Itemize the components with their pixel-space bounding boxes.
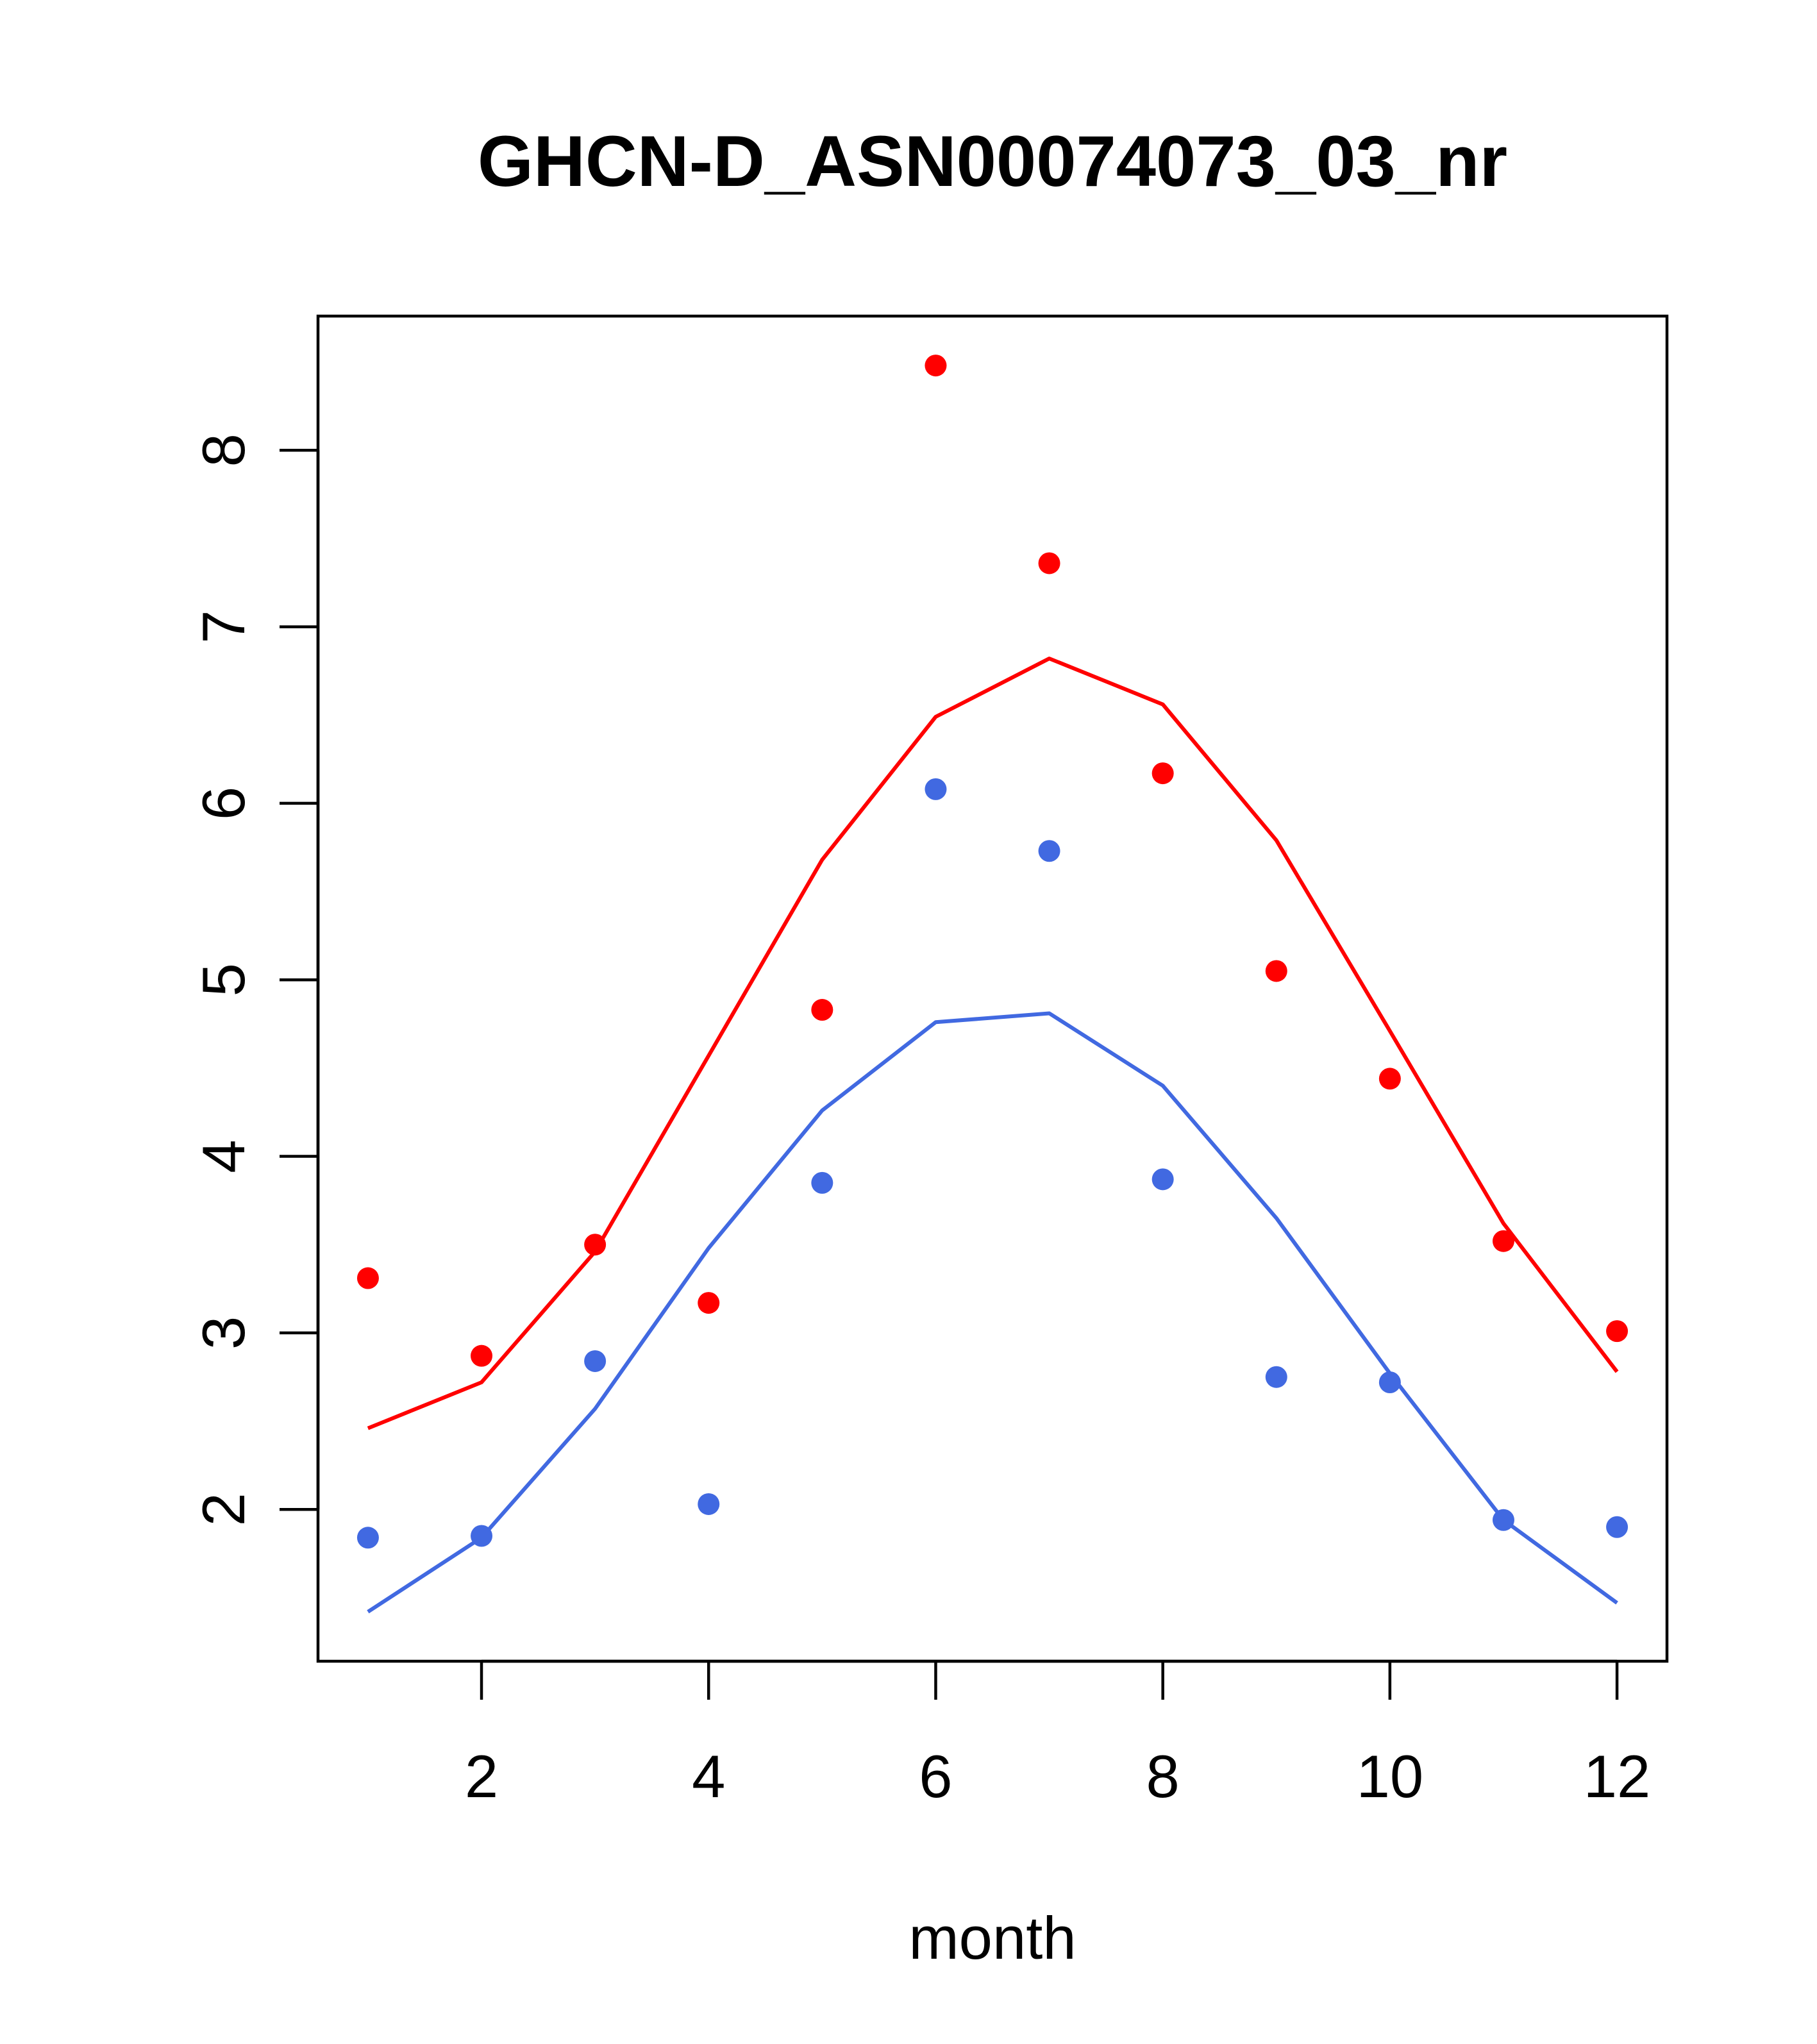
series-1-point: [1265, 960, 1287, 982]
series-1-point: [698, 1292, 720, 1314]
series-1-point: [1606, 1320, 1629, 1343]
y-tick-label: 8: [190, 433, 257, 467]
series-1-point: [1151, 762, 1174, 785]
series-1-point: [811, 999, 833, 1021]
y-tick-label: 5: [190, 963, 257, 996]
y-tick-label: 7: [190, 610, 257, 643]
series-2-point: [1151, 1168, 1174, 1191]
series-1-point: [584, 1234, 607, 1256]
series-2-point: [1378, 1371, 1401, 1393]
x-tick-label: 4: [692, 1743, 725, 1810]
series-1-point: [1038, 552, 1060, 574]
x-tick-label: 8: [1146, 1743, 1180, 1810]
series-2-point: [698, 1493, 720, 1515]
series-2-line: [367, 1011, 1618, 1614]
series-2-point: [1038, 840, 1060, 862]
series-2-point: [925, 778, 947, 800]
y-tick-label: 6: [190, 787, 257, 820]
x-tick-label: 10: [1357, 1743, 1424, 1810]
series-2-point: [1492, 1509, 1514, 1531]
series-1-line: [367, 657, 1619, 1430]
x-tick-label: 12: [1584, 1743, 1651, 1810]
series-2-point: [584, 1350, 607, 1372]
series-2-point: [1265, 1366, 1287, 1388]
plot-frame: [316, 314, 1669, 1663]
x-tick-label: 6: [919, 1743, 952, 1810]
series-1-point: [925, 355, 947, 377]
series-2-point: [356, 1527, 379, 1549]
y-tick-label: 3: [190, 1316, 257, 1350]
series-layer: [356, 355, 1629, 1614]
series-1-point: [1378, 1068, 1401, 1090]
x-axis-label: month: [908, 1904, 1076, 1972]
series-1-point: [471, 1345, 493, 1367]
series-1: [356, 355, 1629, 1430]
y-tick-label: 2: [190, 1493, 257, 1526]
x-tick-label: 2: [465, 1743, 498, 1810]
series-1-point: [1492, 1230, 1514, 1252]
y-tick-label: 4: [190, 1139, 257, 1173]
series-2: [356, 778, 1629, 1614]
series-1-point: [356, 1267, 379, 1289]
y-axis: 2 3 4 5 6 7 8: [190, 433, 320, 1526]
chart-title: GHCN-D_ASN00074073_03_nr: [478, 121, 1507, 201]
x-axis: 2 4 6 8 10 12: [465, 1659, 1651, 1810]
series-2-point: [1606, 1516, 1629, 1538]
series-2-point: [811, 1171, 833, 1194]
series-2-point: [471, 1525, 493, 1547]
